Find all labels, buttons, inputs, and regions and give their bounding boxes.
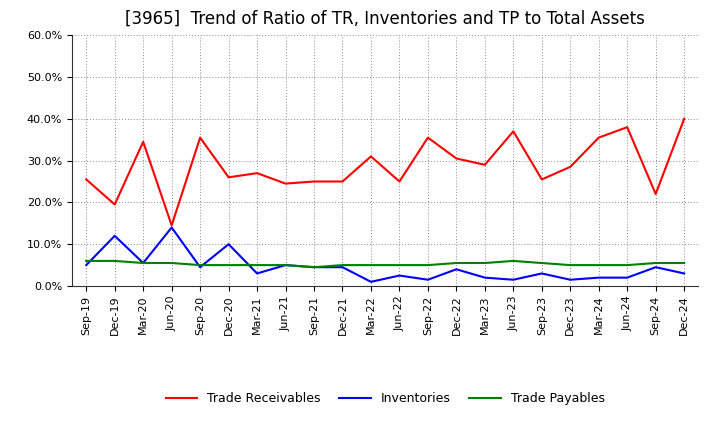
Trade Payables <box>480 260 489 266</box>
Trade Receivables <box>395 179 404 184</box>
Inventories <box>310 264 318 270</box>
Line: Trade Payables: Trade Payables <box>86 261 684 267</box>
Trade Payables <box>196 262 204 268</box>
Trade Receivables <box>338 179 347 184</box>
Trade Receivables <box>366 154 375 159</box>
Inventories <box>338 264 347 270</box>
Trade Receivables <box>423 135 432 140</box>
Trade Payables <box>509 258 518 264</box>
Trade Receivables <box>480 162 489 167</box>
Trade Payables <box>82 258 91 264</box>
Trade Receivables <box>509 128 518 134</box>
Inventories <box>566 277 575 282</box>
Trade Payables <box>282 262 290 268</box>
Legend: Trade Receivables, Inventories, Trade Payables: Trade Receivables, Inventories, Trade Pa… <box>161 387 610 410</box>
Trade Payables <box>366 262 375 268</box>
Trade Payables <box>395 262 404 268</box>
Trade Payables <box>652 260 660 266</box>
Trade Receivables <box>623 125 631 130</box>
Trade Receivables <box>652 191 660 197</box>
Trade Receivables <box>566 164 575 169</box>
Trade Payables <box>623 262 631 268</box>
Trade Receivables <box>82 177 91 182</box>
Trade Payables <box>566 262 575 268</box>
Inventories <box>652 264 660 270</box>
Trade Payables <box>310 264 318 270</box>
Line: Trade Receivables: Trade Receivables <box>86 119 684 225</box>
Trade Receivables <box>310 179 318 184</box>
Inventories <box>366 279 375 285</box>
Inventories <box>452 267 461 272</box>
Inventories <box>480 275 489 280</box>
Inventories <box>139 260 148 266</box>
Trade Payables <box>167 260 176 266</box>
Trade Payables <box>110 258 119 264</box>
Trade Receivables <box>537 177 546 182</box>
Trade Payables <box>423 262 432 268</box>
Inventories <box>110 233 119 238</box>
Trade Receivables <box>167 223 176 228</box>
Inventories <box>509 277 518 282</box>
Trade Receivables <box>595 135 603 140</box>
Trade Receivables <box>139 139 148 144</box>
Inventories <box>537 271 546 276</box>
Inventories <box>196 264 204 270</box>
Trade Payables <box>680 260 688 266</box>
Trade Payables <box>225 262 233 268</box>
Trade Receivables <box>196 135 204 140</box>
Inventories <box>282 262 290 268</box>
Inventories <box>253 271 261 276</box>
Inventories <box>167 225 176 230</box>
Title: [3965]  Trend of Ratio of TR, Inventories and TP to Total Assets: [3965] Trend of Ratio of TR, Inventories… <box>125 10 645 28</box>
Inventories <box>680 271 688 276</box>
Inventories <box>595 275 603 280</box>
Trade Receivables <box>110 202 119 207</box>
Inventories <box>395 273 404 278</box>
Trade Payables <box>338 262 347 268</box>
Line: Inventories: Inventories <box>86 227 684 282</box>
Inventories <box>623 275 631 280</box>
Trade Receivables <box>225 175 233 180</box>
Trade Payables <box>253 262 261 268</box>
Trade Payables <box>537 260 546 266</box>
Trade Receivables <box>253 170 261 176</box>
Trade Payables <box>595 262 603 268</box>
Inventories <box>82 262 91 268</box>
Trade Receivables <box>680 116 688 121</box>
Trade Payables <box>452 260 461 266</box>
Inventories <box>423 277 432 282</box>
Trade Receivables <box>452 156 461 161</box>
Trade Payables <box>139 260 148 266</box>
Inventories <box>225 242 233 247</box>
Trade Receivables <box>282 181 290 186</box>
